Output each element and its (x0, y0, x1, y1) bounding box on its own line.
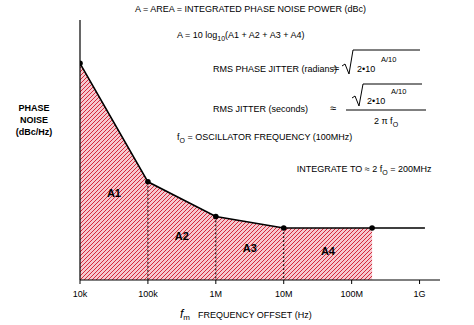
x-tick-label: 10k (73, 289, 88, 299)
area-label: A1 (107, 187, 121, 199)
area-label: A4 (321, 245, 336, 257)
fraction-bar (346, 110, 426, 111)
formula-sub: 10 (217, 35, 225, 42)
data-point (281, 225, 287, 231)
phase-noise-line (80, 63, 425, 228)
area-label: A3 (243, 242, 257, 254)
x-label-sub: m (183, 313, 190, 322)
radicand: 2•10 (367, 96, 385, 106)
x-label-text: FREQUENCY OFFSET (Hz) (198, 310, 312, 320)
data-point (213, 214, 219, 220)
oscillator-note: fO = OSCILLATOR FREQUENCY (100MHz) (177, 132, 352, 144)
area-label: A2 (175, 230, 189, 242)
phase-jitter-label: RMS PHASE JITTER (radians) (213, 64, 337, 74)
area-boundary (215, 216, 216, 280)
y-axis-label: NOISE (20, 115, 48, 125)
integrate-text: INTEGRATE TO ≈ 2 f (297, 164, 383, 174)
x-axis-label: fmFREQUENCY OFFSET (Hz) (180, 307, 312, 322)
x-tick-label: 1M (210, 289, 223, 299)
radicand: 2•10 (357, 64, 375, 74)
denominator-text: 2 π f (374, 116, 393, 126)
exponent: A/10 (381, 55, 396, 64)
x-tick-label: 100k (138, 289, 158, 299)
y-axis (79, 20, 80, 280)
x-tick-label: 100M (340, 289, 363, 299)
integrate-text: = 200MHz (388, 164, 432, 174)
denominator-sub: O (393, 121, 399, 128)
x-tick (215, 280, 216, 284)
formula-part: (A1 + A2 + A3 + A4) (225, 30, 304, 40)
x-tick (351, 280, 352, 284)
y-axis-label: (dBc/Hz) (16, 127, 53, 137)
plot-marks (80, 61, 425, 280)
rms-jitter-label: RMS JITTER (seconds) (213, 104, 308, 114)
denominator: 2 π fO (374, 116, 399, 128)
area-definition: A = AREA = INTEGRATED PHASE NOISE POWER … (135, 4, 366, 14)
y-axis-label: PHASE (18, 103, 49, 113)
approx-sign: ≈ (333, 62, 339, 74)
osc-text: = OSCILLATOR FREQUENCY (100MHz) (185, 132, 352, 142)
area-boundary (283, 228, 284, 280)
area-formula: A = 10 log10(A1 + A2 + A3 + A4) (177, 30, 304, 42)
x-tick (80, 280, 81, 284)
formula-part: A = 10 log (177, 30, 217, 40)
integrate-note: INTEGRATE TO ≈ 2 fO = 200MHz (297, 164, 432, 176)
data-point (369, 225, 375, 231)
x-tick-label: 10M (275, 289, 293, 299)
data-point (145, 179, 151, 185)
x-tick (147, 280, 148, 284)
radical-sign (342, 50, 420, 74)
x-tick (419, 280, 420, 284)
x-axis (80, 279, 440, 280)
exponent: A/10 (391, 87, 406, 96)
area-boundary (147, 182, 148, 280)
approx-sign: ≈ (330, 102, 336, 114)
x-tick (283, 280, 284, 284)
x-tick-label: 1G (414, 289, 426, 299)
radical-sign (352, 84, 422, 106)
chart: 10k100k1M10M100M1GfmFREQUENCY OFFSET (Hz… (0, 0, 474, 325)
